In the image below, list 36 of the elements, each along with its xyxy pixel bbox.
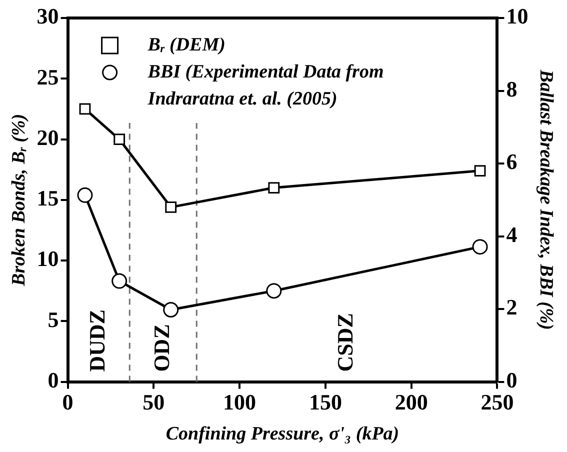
y2-tick-label: 2 [506, 294, 518, 320]
y2-tick-label: 6 [506, 149, 518, 174]
y-tick-label: 5 [48, 306, 59, 332]
legend-label: Bᵣ (DEM) [146, 34, 226, 56]
y2-tick-label: 10 [506, 4, 528, 29]
x-tick-label: 250 [480, 390, 514, 415]
x-tick-label: 50 [142, 390, 165, 415]
point [114, 134, 126, 145]
x-tick-label: 150 [308, 390, 342, 415]
y-tick-label: 0 [48, 367, 59, 392]
point [472, 239, 488, 255]
y-tick-label: 20 [36, 124, 59, 150]
point [474, 165, 486, 176]
y2-axis-title: Ballast Breakage Index, BBI (%) [536, 68, 557, 330]
y-axis-title: Broken Bonds, Bᵣ (%) [8, 114, 30, 287]
annotation: DUDZ [84, 309, 110, 372]
x-tick-label: 100 [223, 390, 256, 415]
point [165, 201, 177, 213]
y2-tick-label: 8 [506, 76, 518, 102]
legend-label: BBI (Experimental Data from Indraratna et. al. (2005) [146, 61, 384, 110]
point [268, 182, 280, 194]
point [112, 273, 128, 289]
annotation: ODZ [148, 324, 174, 372]
x-tick-label: 200 [394, 390, 428, 415]
point [163, 302, 179, 318]
y-tick-label: 15 [36, 186, 59, 211]
point [79, 103, 91, 115]
point [77, 187, 93, 203]
annotation: CSDZ [332, 313, 358, 372]
point [266, 283, 282, 299]
x-axis-title: Confining Pressure, σ'₃ (kPa) [166, 424, 400, 445]
y-tick-label: 10 [36, 246, 59, 272]
y2-tick-label: 0 [506, 367, 518, 392]
y-tick-label: 25 [36, 64, 59, 90]
y-tick-label: 30 [36, 4, 59, 29]
y2-tick-label: 4 [506, 222, 518, 247]
